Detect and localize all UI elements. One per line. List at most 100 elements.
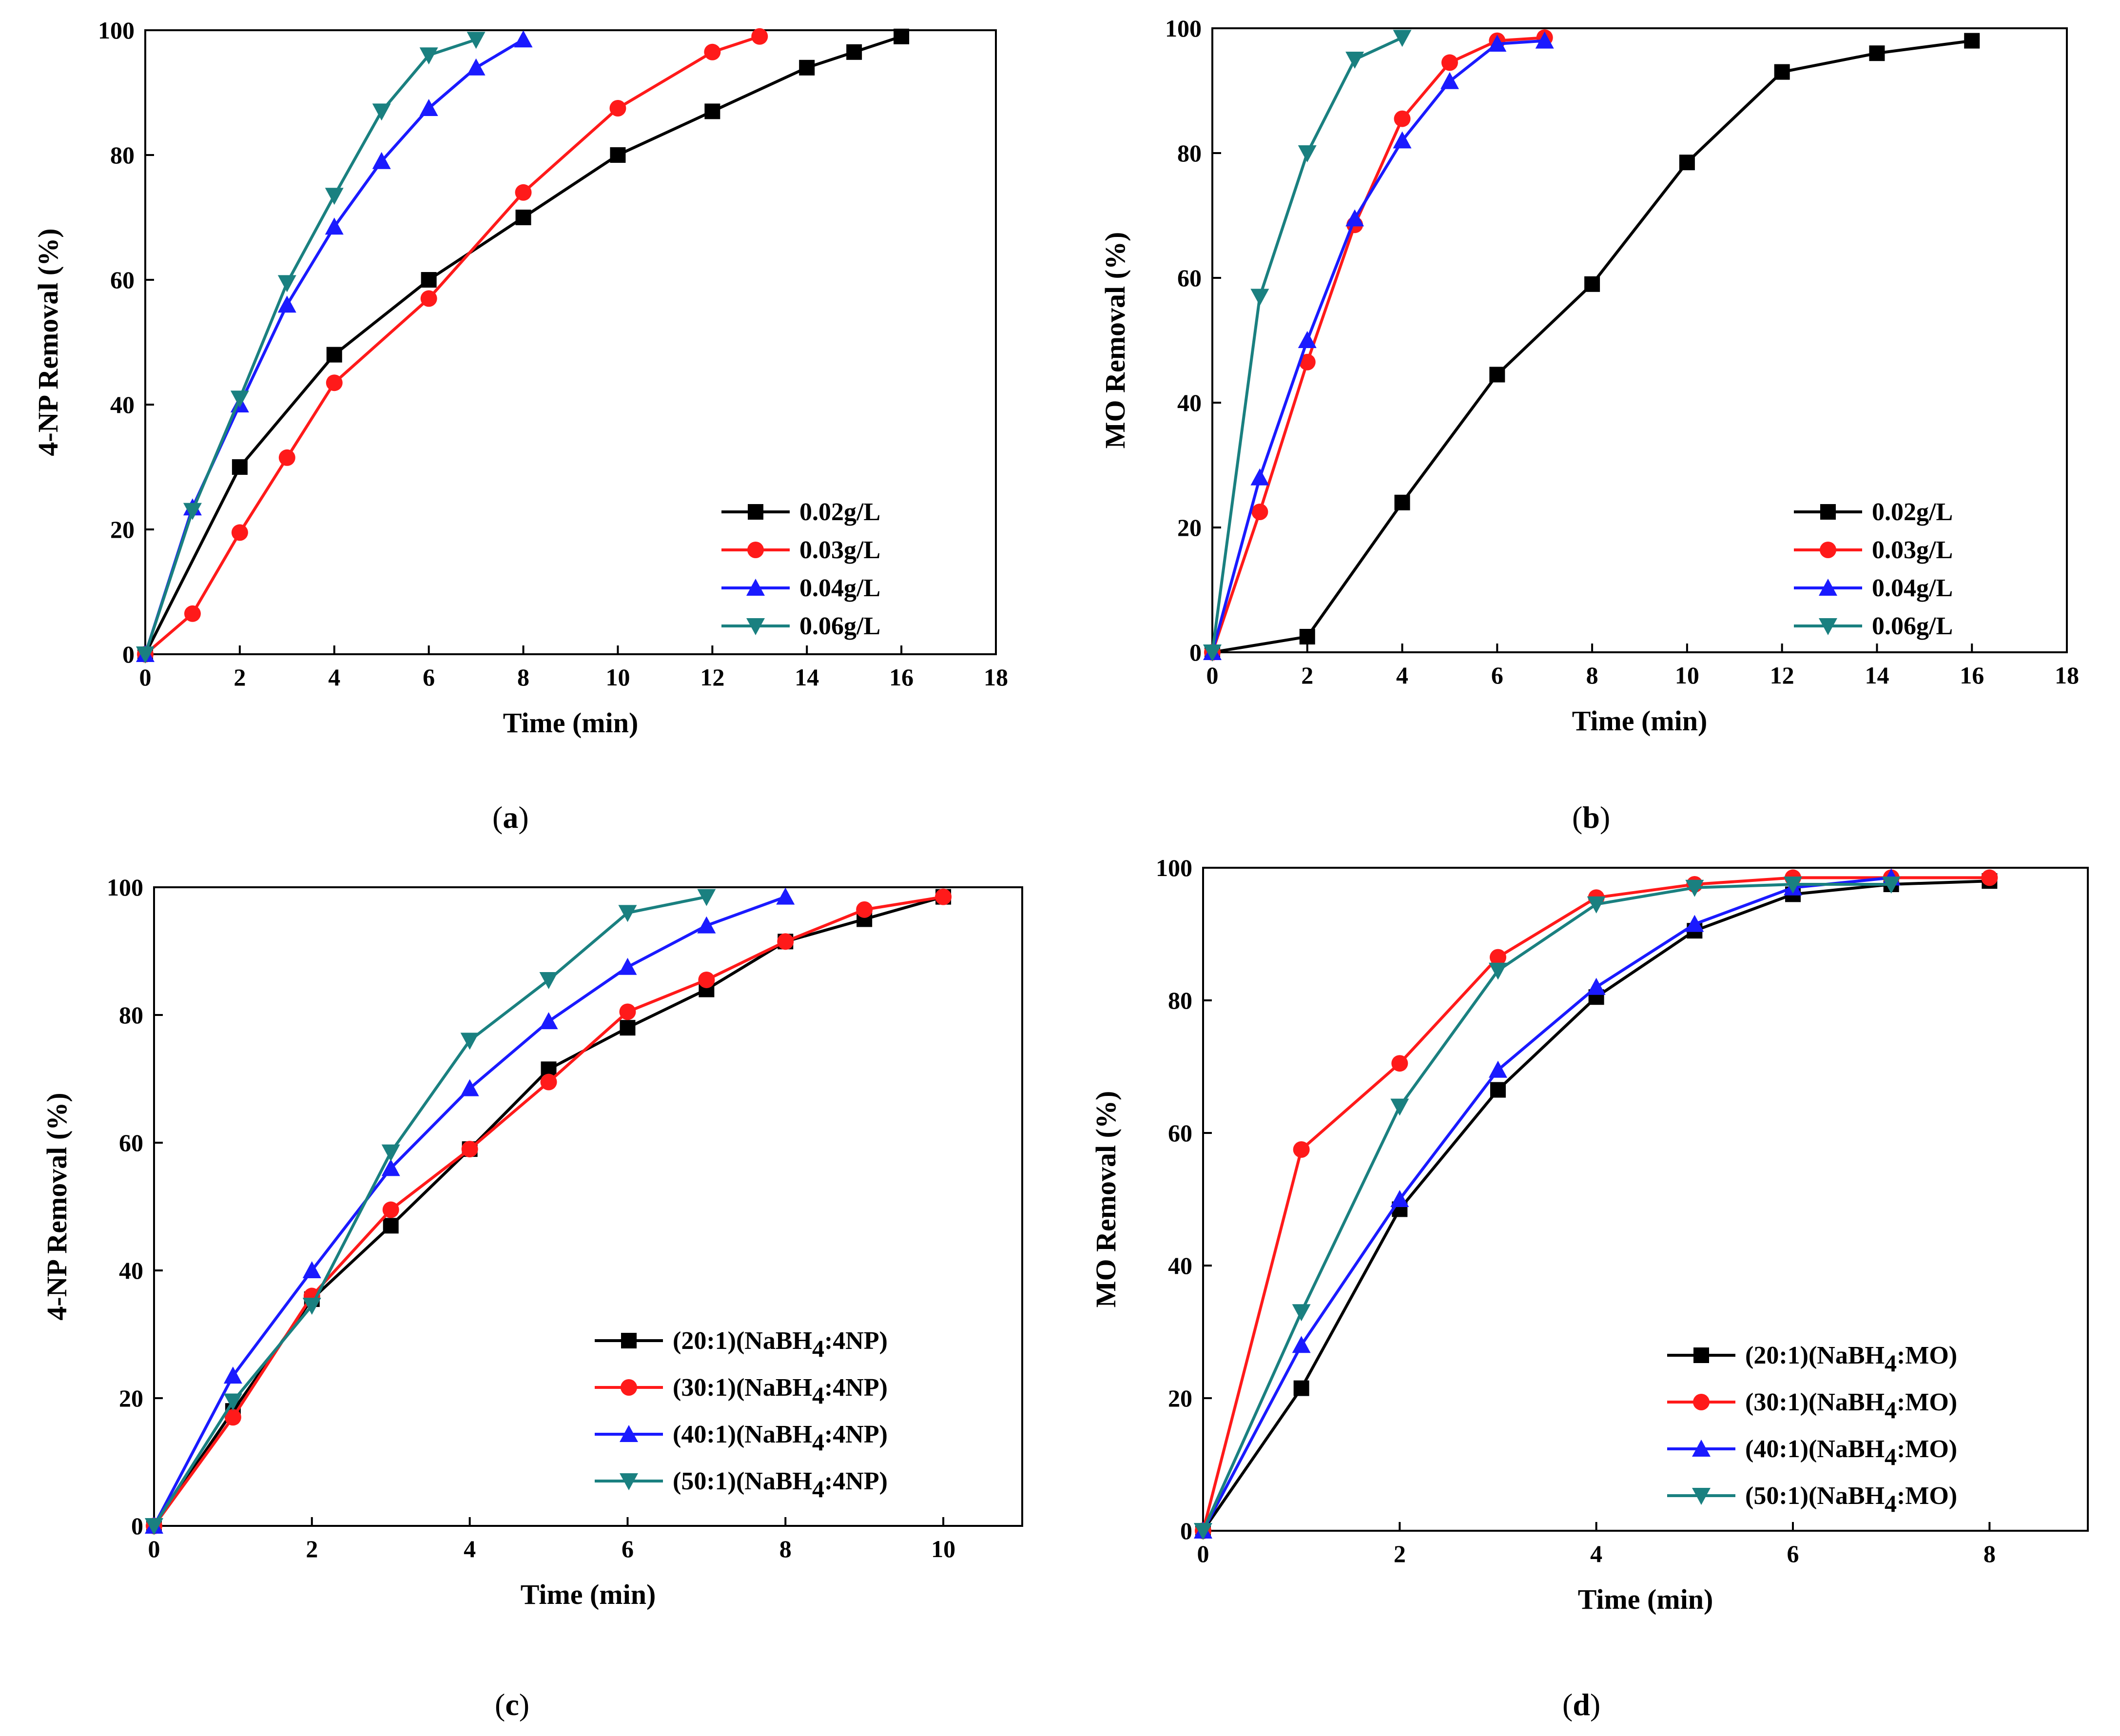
data-point <box>618 957 637 975</box>
legend-marker <box>1692 1440 1711 1457</box>
x-tick-label: 14 <box>1865 662 1889 689</box>
y-tick-label: 100 <box>107 874 143 901</box>
legend-marker <box>746 579 765 596</box>
series-3 <box>1194 877 1901 1540</box>
data-point <box>1685 915 1704 932</box>
y-tick-label: 60 <box>110 266 135 293</box>
series-line <box>144 35 902 655</box>
x-tick-label: 0 <box>1206 662 1219 689</box>
plot-frame <box>1211 27 2068 653</box>
series-line <box>1212 39 1972 654</box>
data-point <box>799 59 815 76</box>
data-point <box>1869 45 1885 61</box>
y-tick-label: 20 <box>1168 1385 1192 1412</box>
data-point <box>1981 869 1998 886</box>
x-tick-label: 18 <box>984 663 1008 691</box>
y-tick-label: 0 <box>1189 639 1202 666</box>
data-point <box>1535 31 1554 49</box>
data-point <box>1490 1082 1506 1098</box>
y-axis-title: 4-NP Removal (%) <box>41 1092 73 1320</box>
legend-marker <box>621 1333 637 1348</box>
data-point <box>894 28 910 44</box>
legend-label: 0.06g/L <box>1872 612 1953 640</box>
plot-frame <box>1202 867 2089 1532</box>
data-point <box>1685 879 1704 897</box>
x-tick-label: 18 <box>2055 662 2079 689</box>
series-0 <box>1205 33 1980 660</box>
y-tick-label: 100 <box>1156 854 1192 881</box>
data-point <box>1250 289 1269 306</box>
data-point <box>697 916 716 934</box>
data-point <box>1194 1523 1212 1540</box>
data-point <box>515 184 532 201</box>
data-point <box>1584 276 1600 292</box>
x-tick-label: 8 <box>779 1535 792 1562</box>
data-point <box>460 1033 479 1050</box>
series-3 <box>1203 30 1412 662</box>
legend-label: (20:1)(NaBH4:MO) <box>1745 1342 1957 1377</box>
data-point <box>1390 1098 1409 1116</box>
data-point <box>231 524 248 541</box>
legend-label: (20:1)(NaBH4:4NP) <box>673 1327 888 1362</box>
data-point <box>278 449 295 466</box>
series-2 <box>136 30 533 662</box>
data-point <box>1250 468 1269 486</box>
data-point <box>609 100 626 117</box>
data-point <box>302 1261 321 1278</box>
x-tick-label: 16 <box>1960 662 1984 689</box>
x-tick-label: 0 <box>139 663 152 691</box>
data-point <box>1440 72 1459 89</box>
legend-label: 0.03g/L <box>1872 536 1953 564</box>
series-line <box>1202 876 1891 1532</box>
legend-marker <box>1820 504 1836 520</box>
data-point <box>136 646 155 663</box>
caption-c: (c) <box>495 1687 530 1722</box>
data-point <box>1679 155 1695 171</box>
y-tick-label: 80 <box>1177 139 1202 167</box>
y-tick-label: 100 <box>98 17 135 44</box>
data-point <box>467 58 486 76</box>
data-point <box>620 1020 636 1036</box>
data-point <box>223 1393 242 1411</box>
data-point <box>1293 1380 1309 1396</box>
data-point <box>419 47 438 65</box>
y-tick-label: 20 <box>110 516 135 543</box>
data-point <box>326 374 343 391</box>
data-point <box>1490 949 1506 966</box>
y-tick-label: 40 <box>119 1257 143 1284</box>
data-point <box>421 272 437 288</box>
caption-b: (b) <box>1572 800 1611 835</box>
legend-label: 0.02g/L <box>799 498 880 526</box>
data-point <box>1394 110 1411 127</box>
data-point <box>325 188 344 205</box>
y-tick-label: 100 <box>1165 15 1202 42</box>
data-point <box>277 295 296 313</box>
data-point <box>856 901 873 918</box>
x-tick-label: 10 <box>1675 662 1699 689</box>
data-point <box>515 210 531 225</box>
legend-marker <box>621 1379 637 1396</box>
x-tick-label: 4 <box>1396 662 1408 689</box>
data-point <box>1393 131 1412 149</box>
series-line <box>1202 883 1891 1532</box>
data-point <box>1489 367 1505 383</box>
data-point <box>1393 30 1412 47</box>
legend-marker <box>1819 579 1837 596</box>
data-point <box>619 1003 636 1020</box>
chart-panel-b: 0 2 4 6 8 10 12 14 16 18 0 20 40 60 80 100 Time (min) MO … <box>1099 15 2079 737</box>
plot-frame <box>144 29 997 655</box>
data-point <box>618 905 637 922</box>
data-point <box>1292 1304 1311 1322</box>
data-point <box>704 43 721 60</box>
data-point <box>277 275 296 293</box>
data-point <box>383 1218 399 1234</box>
data-point <box>1391 1055 1408 1072</box>
plot-frame <box>153 886 1023 1527</box>
series-1 <box>137 28 768 663</box>
data-point <box>1489 962 1507 980</box>
legend-marker <box>620 1473 638 1490</box>
y-tick-label: 80 <box>119 1001 143 1029</box>
data-point <box>381 1144 400 1162</box>
legend-marker <box>747 542 764 558</box>
